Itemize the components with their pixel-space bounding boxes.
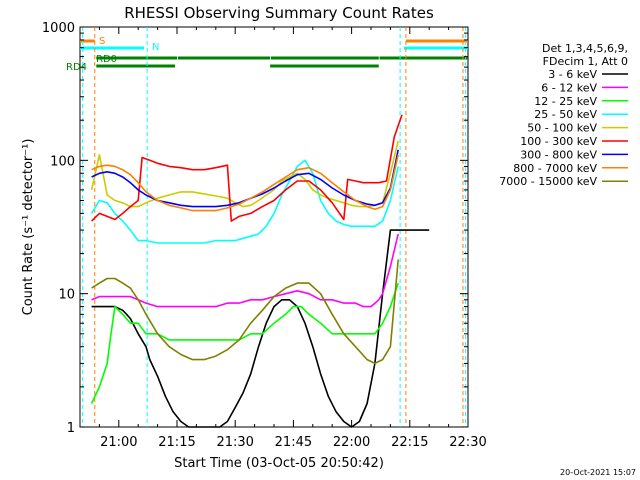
legend: Det 1,3,4,5,6,9, FDecim 1, Att 0 3 - 6 k… [499, 42, 628, 188]
x-tick-label: 21:45 [275, 435, 312, 450]
x-tick-label: 22:00 [333, 435, 370, 450]
series-line-5 [91, 114, 403, 222]
series-line-7 [91, 154, 399, 212]
series-line-3 [90, 159, 399, 244]
y-tick-label: 1 [67, 421, 75, 436]
flag-label-s: S [99, 36, 105, 47]
x-tick-label: 22:30 [449, 435, 486, 450]
y-tick-label: 100 [50, 154, 75, 169]
series-line-8 [91, 259, 399, 365]
legend-header-line2: FDecim 1, Att 0 [543, 55, 628, 68]
x-tick-label: 21:30 [216, 435, 253, 450]
flag-bars [80, 39, 468, 68]
legend-label: 12 - 25 keV [534, 95, 597, 108]
legend-label: 6 - 12 keV [541, 81, 597, 94]
x-tick-label: 21:15 [158, 435, 195, 450]
legend-label: 800 - 7000 keV [513, 162, 597, 175]
y-axis-label: Count Rate (s⁻¹ detector⁻¹) [21, 139, 36, 316]
legend-label: 25 - 50 keV [534, 108, 597, 121]
y-tick-label: 1000 [42, 21, 75, 36]
legend-label: 3 - 6 keV [548, 68, 597, 81]
y-axis: 1 10 100 1000 [42, 21, 468, 436]
flag-label-rd0: RD0 [96, 54, 117, 65]
flag-label-n: N [152, 42, 159, 53]
x-axis-label: Start Time (03-Oct-05 20:50:42) [174, 456, 384, 471]
series-line-0 [91, 229, 430, 428]
x-axis: 21:00 21:15 21:30 21:45 22:00 22:15 22:30 [79, 27, 487, 450]
x-tick-label: 21:00 [100, 435, 137, 450]
series-line-1 [91, 233, 399, 308]
legend-label: 7000 - 15000 keV [499, 175, 597, 188]
x-tick-label: 22:15 [391, 435, 428, 450]
chart-title: RHESSI Observing Summary Count Rates [124, 4, 434, 22]
legend-label: 50 - 100 keV [527, 122, 597, 135]
timestamp: 20-Oct-2021 15:07 [560, 468, 636, 477]
series-line-4 [90, 140, 399, 208]
legend-label: 100 - 300 keV [520, 135, 597, 148]
y-tick-label: 10 [58, 288, 75, 303]
data-series [90, 114, 430, 428]
vertical-markers [82, 27, 467, 427]
legend-label: 300 - 800 keV [520, 148, 597, 161]
flag-label-rd4: RD4 [66, 62, 87, 73]
legend-header-line1: Det 1,3,4,5,6,9, [542, 42, 628, 55]
